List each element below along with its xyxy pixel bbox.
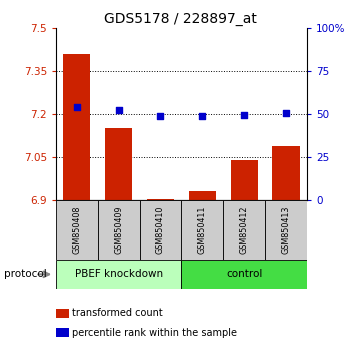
Point	[241, 112, 247, 118]
Text: percentile rank within the sample: percentile rank within the sample	[72, 328, 237, 338]
Bar	[63, 54, 91, 200]
Bar	[181, 260, 307, 289]
Text: GSM850410: GSM850410	[156, 206, 165, 254]
Text: protocol: protocol	[4, 269, 46, 279]
Bar	[105, 129, 132, 200]
Bar	[56, 260, 181, 289]
Bar	[189, 192, 216, 200]
Bar	[140, 200, 181, 260]
Bar	[181, 200, 223, 260]
Text: control: control	[226, 269, 262, 279]
Point	[74, 104, 80, 110]
Point	[158, 113, 164, 119]
Text: GSM850412: GSM850412	[240, 206, 249, 255]
Bar	[147, 199, 174, 200]
Bar	[56, 328, 69, 337]
Bar	[272, 145, 300, 200]
Point	[116, 107, 122, 113]
Text: PBEF knockdown: PBEF knockdown	[75, 269, 163, 279]
Text: GDS5178 / 228897_at: GDS5178 / 228897_at	[104, 12, 257, 27]
Point	[199, 113, 205, 119]
Text: GSM850413: GSM850413	[282, 206, 291, 254]
Bar	[223, 200, 265, 260]
Bar	[56, 309, 69, 318]
Bar	[56, 200, 98, 260]
Bar	[265, 200, 307, 260]
Text: GSM850408: GSM850408	[72, 206, 81, 254]
Text: GSM850411: GSM850411	[198, 206, 207, 254]
Point	[283, 110, 289, 115]
Bar	[231, 160, 258, 200]
Bar	[98, 200, 140, 260]
Text: transformed count: transformed count	[72, 308, 163, 318]
Text: GSM850409: GSM850409	[114, 206, 123, 255]
